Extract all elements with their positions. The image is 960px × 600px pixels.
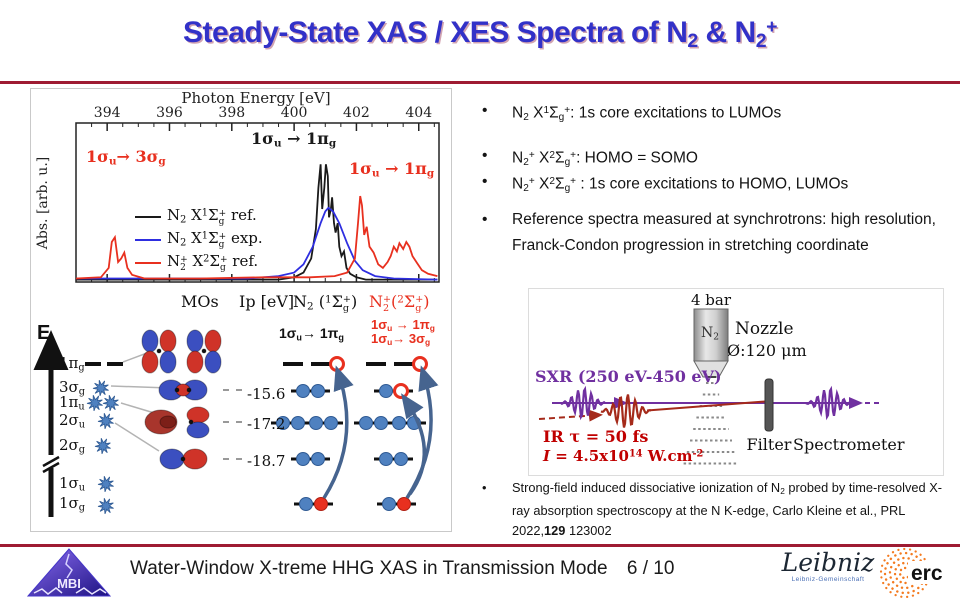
spectra-curves [75, 164, 438, 281]
leibniz-logo-text: Leibniz [781, 548, 875, 577]
footer-title: Water-Window X-treme HHG XAS in Transmis… [130, 558, 675, 579]
mo-annotation-n2plus-1: 1σu → 1πg [371, 317, 435, 334]
orbital-1piu [144, 406, 210, 439]
title-divider-rule [0, 81, 960, 84]
mo-annotation-n2plus-2: 1σu→ 3σg [371, 331, 431, 348]
bullet-n2-excitations: • N2 X1Σg+: 1s core excitations to LUMOs [470, 98, 948, 131]
orbital-2sigmag [159, 448, 208, 470]
bullet-dot: • [482, 147, 488, 164]
xas-spectrum-chart: Abs. [arb. u.] 394 396 398 400 402 404 [35, 105, 440, 283]
legend-swatch-black [135, 215, 161, 218]
legend-swatch-blue [135, 238, 161, 241]
citation-bullet: • Strong-field induced dissociative ioni… [482, 480, 942, 539]
leibniz-logo: Leibniz Leibniz-Gemeinschaft [778, 548, 878, 584]
erc-logo-text: erc [911, 562, 943, 585]
nozzle-graphic [693, 308, 729, 378]
svg-text:396: 396 [156, 105, 183, 121]
mbi-logo: MBI [26, 548, 112, 600]
energy-axis [33, 330, 69, 517]
bullet-homo-somo: • N2+ X2Σg+: HOMO = SOMO [470, 143, 948, 176]
legend-item-ion-ref: N +2 X2Σ + g ref. [135, 251, 263, 274]
nozzle-label: Nozzle [735, 319, 794, 339]
annotation-red-right: 1σu → 1πg [349, 159, 435, 180]
sxr-pulse-in [560, 385, 606, 421]
ip-dashes [223, 389, 242, 460]
mo-annotation-n2: 1σu→ 1πg [279, 325, 344, 343]
ip-value-2: -17.2 [247, 415, 286, 433]
level-label-1sigmag: 1σg [59, 494, 86, 514]
energy-axis-label: E [37, 322, 51, 344]
svg-text:404: 404 [405, 105, 432, 121]
bullet-dot: • [482, 173, 488, 190]
sxr-label: SXR (250 eV-450 eV) [535, 367, 722, 386]
axis-tick-labels: 394 396 398 400 402 404 [94, 105, 432, 121]
spectrometer-label: Spectrometer [793, 435, 905, 454]
ir-label: IR τ = 50 fs [543, 427, 649, 446]
ip-value-1: -15.6 [247, 385, 286, 403]
plot-frame [75, 122, 440, 283]
mbi-logo-graphic: MBI [26, 548, 112, 597]
level-label-1pig: 1πg [59, 354, 85, 374]
spectra-figure-panel: Abs. [arb. u.] 394 396 398 400 402 404 Photon… [30, 88, 452, 532]
excitation-arrow-n2 [322, 365, 354, 499]
intensity-label: I = 4.5x1014 W.cm-2 [543, 447, 704, 465]
series-n2-x1sg-ref- [76, 164, 438, 281]
svg-text:400: 400 [281, 105, 308, 121]
page-number: 6 / 10 [626, 558, 675, 579]
n2-configuration [271, 356, 354, 511]
mo-header-ip: Ip [eV] [239, 292, 295, 311]
level-label-2sigmau: 2σu [59, 411, 86, 431]
bullet-dot: • [482, 211, 488, 228]
mo-diagram [33, 329, 439, 517]
page-title: Steady-State XAS / XES Spectra of N2 & N… [183, 16, 777, 52]
erc-logo: erc [878, 546, 954, 600]
mbi-logo-text: MBI [57, 576, 81, 591]
ip-value-3: -18.7 [247, 452, 286, 470]
filter-label: Filter [746, 435, 792, 454]
svg-text:402: 402 [343, 105, 370, 121]
legend-swatch-red [135, 261, 161, 264]
n2plus-configuration [354, 356, 439, 511]
level-label-2sigmag: 2σg [59, 436, 86, 456]
mo-header-n2plus: N +2 (2Σ + g) [369, 292, 430, 315]
sxr-pulse-out [805, 385, 853, 421]
orbital-isosurfaces [141, 329, 222, 470]
orbital-3sigmag [158, 379, 208, 401]
mo-header-n2: N2 (1Σ + g) [293, 292, 358, 315]
annotation-black-center: 1σu → 1πg [251, 129, 337, 150]
erc-logo-graphic: erc [879, 547, 952, 599]
leibniz-logo-caption: Leibniz-Gemeinschaft [791, 576, 865, 583]
bullet-n2plus-excitations: • N2+ X2Σg+ : 1s core excitations to HOM… [470, 169, 948, 202]
level-label-1piu: 1πu [59, 393, 85, 413]
excitation-arrow-n2plus-sigmag [401, 393, 427, 496]
level-label-1sigmau: 1σu [59, 474, 86, 494]
connector-lines [110, 352, 170, 452]
mo-header-mos: MOs [181, 292, 219, 311]
y-axis-label: Abs. [arb. u.] [35, 157, 51, 250]
bullet-dot: • [482, 480, 487, 495]
level-label-3sigmag: 3σg [59, 378, 86, 398]
series-n2-x2sg-ref- [75, 195, 438, 280]
experimental-setup-diagram: 4 bar N2 Nozzle Ø:120 μm SXR (250 eV-450… [528, 288, 944, 476]
bullet-dot: • [482, 102, 488, 119]
svg-text:398: 398 [218, 105, 245, 121]
orbital-1pig [141, 329, 222, 374]
plot-legend: N2 X1Σ + g ref. N2 X1Σ + g exp. N +2 X2Σ + g re… [135, 205, 263, 274]
x-axis-label: Photon Energy [eV] [181, 89, 331, 107]
setup-graphics [538, 308, 883, 465]
series-n2-x1sg-exp- [76, 206, 438, 281]
nozzle-diameter-label: Ø:120 μm [727, 341, 807, 360]
bullet-reference-spectra: • Reference spectra measured at synchrot… [470, 207, 948, 259]
legend-item-exp: N2 X1Σ + g exp. [135, 228, 263, 251]
pressure-label: 4 bar [690, 291, 732, 309]
legend-item-ref: N2 X1Σ + g ref. [135, 205, 263, 228]
annotation-red-left: 1σu→ 3σg [86, 147, 166, 168]
svg-text:394: 394 [94, 105, 121, 121]
ir-pulse [600, 394, 652, 428]
gas-label: N2 [701, 325, 720, 343]
filter-element [764, 378, 774, 432]
footer-divider-rule [0, 544, 960, 547]
level-electron-scribbles [86, 380, 119, 515]
